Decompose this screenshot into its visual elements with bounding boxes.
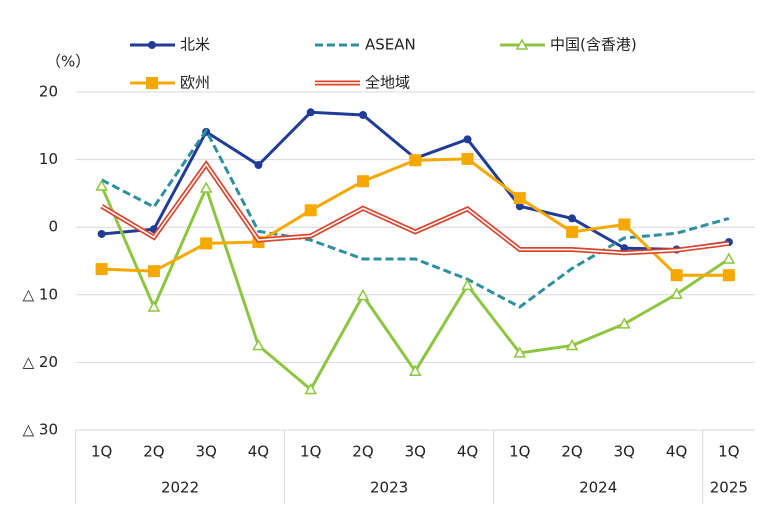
- data-point: [565, 338, 579, 351]
- data-point: [199, 181, 213, 193]
- x-tick-label: 1Q: [718, 443, 739, 461]
- x-tick-label: 1Q: [509, 443, 530, 461]
- x-tick-label: 3Q: [195, 443, 216, 461]
- data-point: [200, 237, 213, 250]
- x-group-label: 2024: [579, 479, 617, 497]
- data-point: [408, 364, 422, 376]
- data-point: [620, 244, 629, 253]
- data-point: [409, 154, 422, 167]
- legend-label: 全地域: [365, 74, 410, 92]
- data-point: [147, 265, 160, 278]
- legend-label: 北米: [180, 36, 210, 54]
- x-tick-label: 2Q: [143, 443, 164, 461]
- data-point: [356, 288, 370, 301]
- y-tick-label: 10: [39, 150, 58, 168]
- x-tick-label: 2Q: [352, 443, 373, 461]
- data-point: [670, 269, 683, 282]
- legend-marker: [146, 77, 158, 89]
- data-point: [618, 317, 631, 329]
- data-point: [252, 338, 265, 351]
- x-tick-label: 1Q: [300, 443, 321, 461]
- x-tick-label: 3Q: [614, 443, 635, 461]
- data-point: [358, 110, 367, 119]
- data-point: [618, 218, 631, 231]
- x-tick-label: 4Q: [248, 443, 269, 461]
- data-point: [722, 252, 736, 264]
- data-point: [461, 278, 474, 291]
- data-point: [304, 204, 317, 217]
- data-point: [463, 135, 472, 144]
- legend-marker: [148, 41, 156, 49]
- series-line: [100, 183, 730, 392]
- x-tick-label: 1Q: [91, 443, 112, 461]
- data-point: [513, 192, 526, 205]
- x-group-label: 2025: [710, 479, 748, 497]
- x-tick-label: 4Q: [666, 443, 687, 461]
- y-tick-label: 20: [39, 83, 58, 101]
- data-point: [254, 161, 263, 170]
- data-point: [95, 263, 108, 276]
- legend-marker: [515, 38, 529, 50]
- x-tick-label: 4Q: [457, 443, 478, 461]
- data-point: [147, 300, 161, 312]
- data-point: [670, 287, 683, 299]
- data-point: [356, 175, 369, 188]
- data-point: [515, 202, 524, 211]
- legend-label: 欧州: [180, 74, 210, 92]
- y-tick-label: △ 10: [23, 285, 58, 303]
- data-point: [566, 225, 579, 238]
- y-tick-label: △ 20: [23, 353, 58, 371]
- data-point: [97, 229, 106, 238]
- data-point: [722, 269, 735, 282]
- series-line: [100, 127, 730, 309]
- data-point: [306, 108, 315, 117]
- x-group-label: 2022: [161, 479, 199, 497]
- x-group-label: 2023: [370, 479, 408, 497]
- legend-label: 中国(含香港): [550, 36, 637, 54]
- data-point: [304, 382, 317, 395]
- data-point: [95, 179, 108, 191]
- series-line-inner: [101, 162, 729, 254]
- y-tick-label: 0: [48, 218, 58, 236]
- y-tick-label: △ 30: [23, 421, 58, 439]
- data-point: [461, 152, 474, 165]
- data-point: [513, 346, 527, 358]
- data-point: [568, 214, 577, 223]
- legend-label: ASEAN: [365, 36, 416, 54]
- x-tick-label: 2Q: [561, 443, 582, 461]
- x-tick-label: 3Q: [405, 443, 426, 461]
- y-unit: （%）: [46, 53, 90, 71]
